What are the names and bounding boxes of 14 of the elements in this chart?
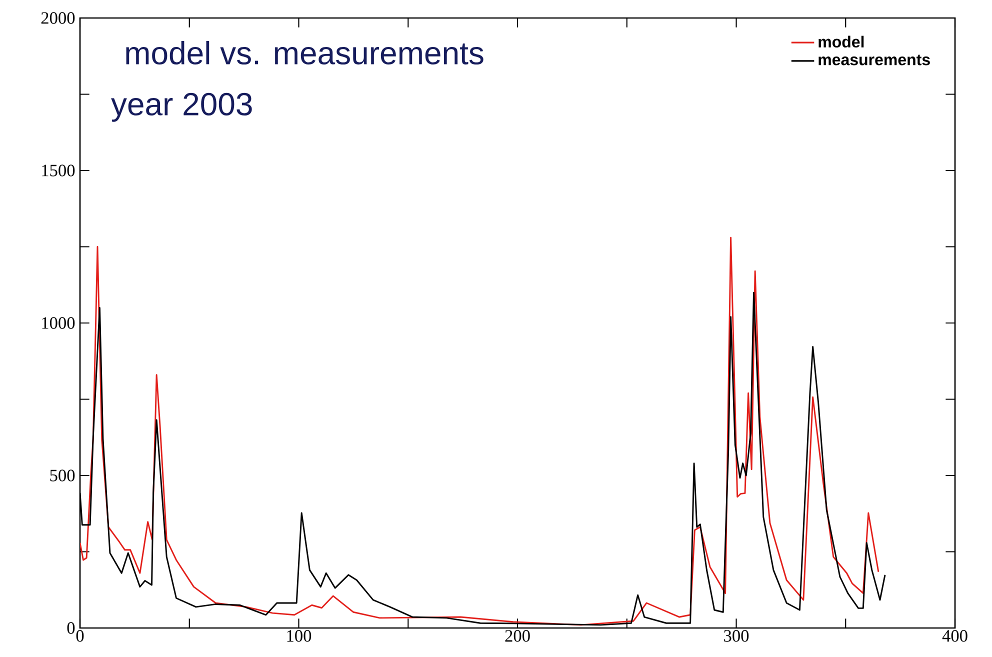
x-tick-label: 0 (76, 630, 84, 642)
y-tick-label: 1500 (42, 164, 75, 176)
y-tick-label: 1000 (42, 317, 75, 329)
y-tick-label: 2000 (41, 12, 75, 24)
legend-label: model (818, 36, 864, 48)
text: year 2003 (111, 92, 252, 122)
y-tick-label: 500 (50, 470, 75, 482)
legend-label: measurements (818, 54, 930, 66)
x-tick-label: 300 (724, 630, 749, 642)
x-tick-label: 400 (942, 630, 968, 642)
x-tick-label: 200 (505, 630, 530, 642)
text: model vs. measurements (126, 41, 484, 65)
y-tick-label: 0 (67, 622, 75, 634)
x-tick-label: 100 (287, 630, 312, 642)
